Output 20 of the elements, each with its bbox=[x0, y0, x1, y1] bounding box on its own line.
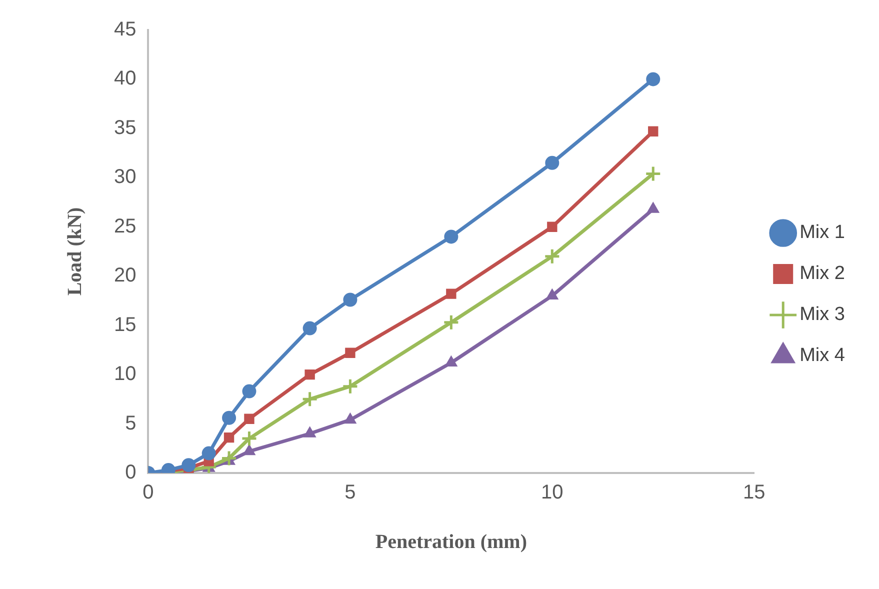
x-tick-label: 0 bbox=[142, 482, 154, 504]
y-tick-label: 40 bbox=[114, 68, 136, 90]
x-tick-label: 10 bbox=[541, 482, 564, 504]
y-tick-label: 15 bbox=[114, 314, 136, 336]
y-tick-label: 5 bbox=[125, 412, 136, 434]
y-tick-label: 30 bbox=[114, 166, 136, 188]
y-tick-label: 20 bbox=[114, 264, 136, 287]
y-tick-label: 45 bbox=[114, 18, 136, 41]
y-tick-label: 25 bbox=[114, 215, 136, 238]
legend-label: Mix 2 bbox=[800, 263, 846, 284]
y-tick-label: 10 bbox=[114, 363, 136, 386]
legend-label: Mix 1 bbox=[800, 222, 846, 244]
y-axis-title: Load (kN) bbox=[64, 207, 86, 296]
x-tick-label: 5 bbox=[344, 482, 356, 504]
legend-label: Mix 4 bbox=[800, 345, 846, 366]
x-tick-label: 15 bbox=[742, 482, 766, 504]
y-tick-label: 0 bbox=[125, 462, 136, 484]
y-tick-label: 35 bbox=[114, 116, 136, 139]
legend-label: Mix 3 bbox=[800, 304, 846, 326]
x-axis-title: Penetration (mm) bbox=[375, 531, 527, 554]
